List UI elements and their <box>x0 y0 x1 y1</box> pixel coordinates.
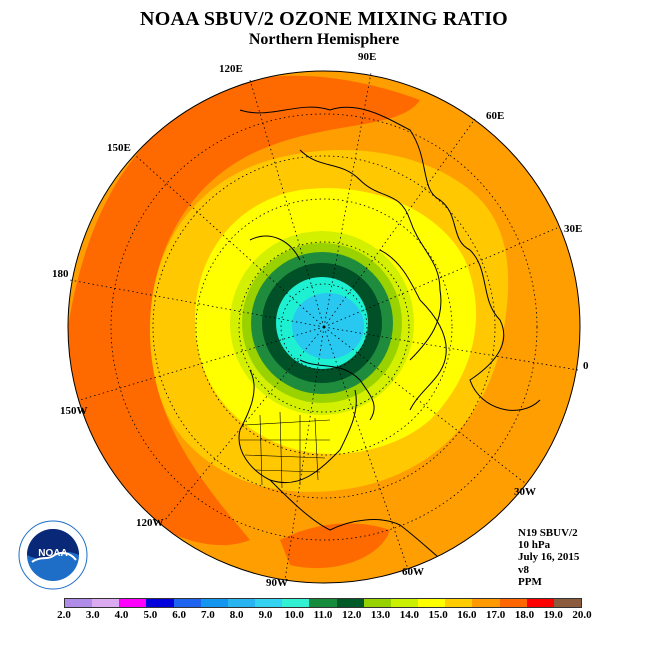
lon-label-30w: 30W <box>514 486 536 498</box>
lon-label-60e: 60E <box>486 110 505 122</box>
colorbar-tick-label: 15.0 <box>428 609 448 621</box>
colorbar-swatch-2 <box>119 599 147 607</box>
colorbar-tick-label: 20.0 <box>572 609 592 621</box>
colorbar-tick-label: 10.0 <box>284 609 304 621</box>
colorbar-tick-label: 4.0 <box>114 609 129 621</box>
us-state-lines <box>240 411 331 489</box>
colorbar-tick-label: 11.0 <box>313 609 333 621</box>
colorbar-swatch-7 <box>255 599 283 607</box>
colorbar-tick-label: 5.0 <box>143 609 158 621</box>
lon-label-150w: 150W <box>60 405 88 417</box>
colorbar-swatch-8 <box>282 599 310 607</box>
colorbar <box>64 598 582 608</box>
lon-label-30e: 30E <box>564 223 583 235</box>
logo-text: NOAA <box>38 548 67 559</box>
colorbar-swatch-17 <box>526 599 554 607</box>
colorbar-tick-label: 17.0 <box>486 609 506 621</box>
units-label: PPM <box>518 575 542 588</box>
noaa-logo: NOAA <box>18 520 88 590</box>
lon-label-0: 0 <box>583 360 589 372</box>
colorbar-swatch-4 <box>173 599 201 607</box>
colorbar-tick-label: 14.0 <box>399 609 419 621</box>
lon-label-120e: 120E <box>219 63 243 75</box>
map-subtitle: Northern Hemisphere <box>248 31 400 48</box>
map-border <box>67 70 581 584</box>
colorbar-swatch-13 <box>418 599 446 607</box>
colorbar-tick-label: 3.0 <box>85 609 100 621</box>
lon-label-120w: 120W <box>136 517 164 529</box>
colorbar-swatch-3 <box>146 599 174 607</box>
ozone-field <box>68 71 580 583</box>
colorbar-swatch-1 <box>92 599 120 607</box>
colorbar-swatch-18 <box>553 599 581 607</box>
colorbar-swatch-6 <box>227 599 256 607</box>
coastlines <box>238 106 541 576</box>
colorbar-tick-label: 9.0 <box>258 609 273 621</box>
lon-label-90w: 90W <box>266 577 288 589</box>
colorbar-swatch-15 <box>472 599 500 607</box>
colorbar-tick-label: 12.0 <box>342 609 362 621</box>
lon-label-150e: 150E <box>107 142 131 154</box>
colorbar-swatch-5 <box>200 599 228 607</box>
latitude-circles <box>110 113 538 541</box>
colorbar-tick-label: 13.0 <box>370 609 391 621</box>
instrument-label: N19 SBUV/2 <box>518 527 578 539</box>
version-label: v8 <box>518 563 529 576</box>
lon-label-180: 180 <box>52 268 69 280</box>
lon-label-90e: 90E <box>358 51 377 63</box>
colorbar-swatch-11 <box>363 599 391 607</box>
lon-label-60w: 60W <box>402 566 424 578</box>
colorbar-tick-label: 16.0 <box>457 609 477 621</box>
colorbar-tick-label: 6.0 <box>172 609 186 621</box>
colorbar-swatch-9 <box>309 599 337 607</box>
colorbar-swatch-12 <box>390 599 419 607</box>
colorbar-tick-label: 2.0 <box>57 609 71 621</box>
colorbar-tick-label: 19.0 <box>543 609 563 621</box>
colorbar-tick-label: 8.0 <box>229 609 244 621</box>
colorbar-swatch-0 <box>65 599 93 607</box>
meridians <box>69 72 579 581</box>
colorbar-swatch-16 <box>499 599 527 607</box>
colorbar-tick-label: 18.0 <box>514 609 535 621</box>
date-label: July 16, 2015 <box>518 551 580 564</box>
colorbar-swatch-14 <box>445 599 473 607</box>
colorbar-tick-label: 7.0 <box>201 609 215 621</box>
info-panel: N19 SBUV/2 10 hPa July 16, 2015 v8 PPM <box>518 527 579 588</box>
map-title: NOAA SBUV/2 OZONE MIXING RATIO <box>140 8 508 30</box>
colorbar-swatch-10 <box>336 599 364 607</box>
pressure-level-label: 10 hPa <box>518 539 551 552</box>
